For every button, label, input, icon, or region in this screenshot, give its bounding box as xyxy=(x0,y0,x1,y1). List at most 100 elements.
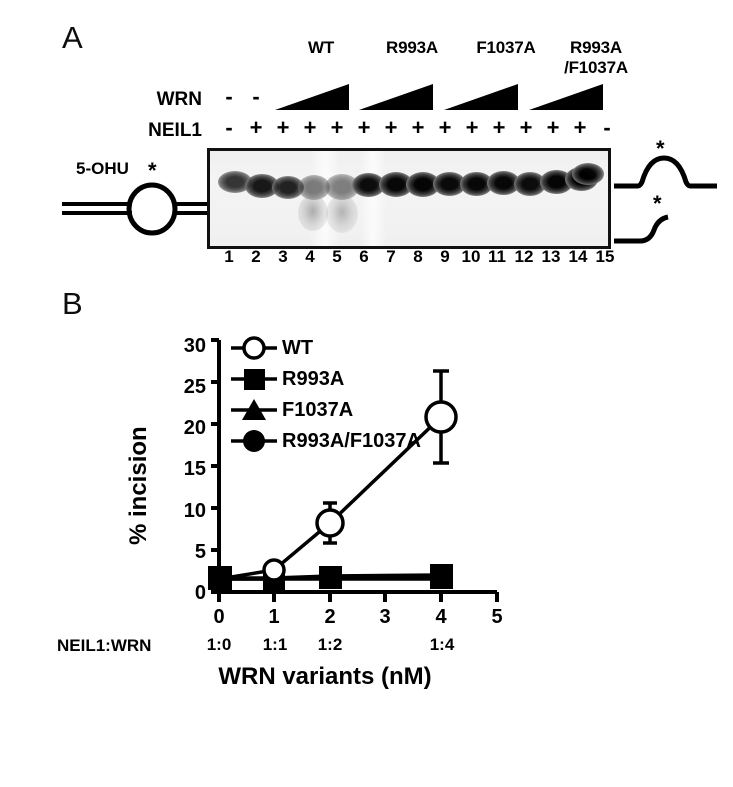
product-uncut-star-icon: * xyxy=(656,136,665,161)
lane-number: 1 xyxy=(224,247,234,266)
gel-lane-numbers: 1 2 3 4 5 6 7 8 9 10 11 12 13 14 15 xyxy=(213,247,614,269)
ratio-tick-label: 1:1 xyxy=(262,635,288,654)
chart-plot-area xyxy=(208,336,499,602)
wrn-symbol-lane-1: - xyxy=(225,84,233,109)
neil1-symbol-lane-13: + xyxy=(546,115,560,140)
gel-band xyxy=(572,163,604,185)
chart-x-tick-labels: 0 1 2 3 4 5 xyxy=(205,606,535,632)
ratio-axis-title: NEIL1:WRN xyxy=(57,636,152,655)
lane-number: 13 xyxy=(541,247,561,266)
product-incised-star-icon: * xyxy=(653,191,662,216)
lane-number: 15 xyxy=(595,247,615,266)
substrate-star-icon: * xyxy=(148,158,157,183)
neil1-symbol-lane-6: + xyxy=(357,115,371,140)
lane-number: 12 xyxy=(514,247,534,266)
neil1-symbol-lane-7: + xyxy=(384,115,398,140)
chart-y-tick-labels: 30 25 20 15 10 5 0 xyxy=(148,330,210,610)
x-tick-label: 4 xyxy=(435,606,447,628)
neil1-symbol-row: - + + + + + + + + + + + + + - xyxy=(213,115,613,143)
lane-number: 11 xyxy=(488,247,506,266)
variant-header-double-line1: R993A xyxy=(570,38,622,57)
chart-x-axis-label: WRN variants (nM) xyxy=(218,663,432,690)
gel-band-smear xyxy=(326,195,358,233)
neil1-symbol-lane-14: + xyxy=(573,115,587,140)
wrn-gradient-triangle-double xyxy=(529,84,603,110)
y-tick-label: 5 xyxy=(194,541,206,563)
gel-band-smear xyxy=(298,195,328,231)
row-label-wrn: WRN xyxy=(156,89,202,110)
ratio-tick-label: 1:2 xyxy=(317,635,343,654)
product-schematic-incised: * xyxy=(612,191,727,248)
substrate-label: 5-OHU xyxy=(76,159,129,178)
gel-band xyxy=(298,175,330,200)
neil1-symbol-lane-2: + xyxy=(249,115,263,140)
neil1-symbol-lane-11: + xyxy=(492,115,506,140)
lane-number: 2 xyxy=(251,247,261,266)
variant-header-double-line2: /F1037A xyxy=(564,58,628,77)
neil1-symbol-lane-3: + xyxy=(276,115,290,140)
lane-number: 3 xyxy=(278,247,288,266)
variant-header-wt: WT xyxy=(276,38,366,58)
y-tick-label: 10 xyxy=(183,500,206,522)
x-tick-label: 1 xyxy=(268,606,280,628)
variant-header-f1037a-label: F1037A xyxy=(476,38,536,57)
neil1-symbol-lane-10: + xyxy=(465,115,479,140)
lane-number: 8 xyxy=(413,247,423,266)
neil1-symbol-lane-8: + xyxy=(411,115,425,140)
panel-a-letter: A xyxy=(62,20,83,55)
y-tick-label: 0 xyxy=(194,582,206,604)
ratio-tick-label: 1:4 xyxy=(429,635,455,654)
y-tick-label: 20 xyxy=(183,417,206,439)
legend-item-r993a[interactable]: R993A xyxy=(282,368,345,390)
gel-band xyxy=(272,176,304,199)
x-tick-label: 0 xyxy=(213,606,225,628)
neil1-symbol-lane-15: - xyxy=(603,115,611,140)
variant-header-group: WT R993A F1037A R993A /F1037A xyxy=(210,38,630,80)
lane-number: 5 xyxy=(332,247,342,266)
variant-header-wt-label: WT xyxy=(307,38,335,57)
substrate-bubble-icon xyxy=(62,182,207,236)
wrn-symbol-lane-2: - xyxy=(252,84,260,109)
wrn-gradient-triangles xyxy=(213,84,613,114)
panel-b-letter: B xyxy=(62,286,83,321)
wrn-gradient-triangle-r993a xyxy=(359,84,433,110)
y-tick-label: 15 xyxy=(183,458,206,480)
x-tick-label: 2 xyxy=(324,606,336,628)
lane-number: 14 xyxy=(568,247,588,266)
row-label-neil1: NEIL1 xyxy=(148,120,202,141)
y-tick-label: 30 xyxy=(183,335,206,357)
gel-background xyxy=(210,151,608,246)
neil1-symbol-lane-5: + xyxy=(330,115,344,140)
ratio-tick-label: 1:0 xyxy=(206,635,232,654)
legend-item-r993a-f1037a[interactable]: R993A/F1037A xyxy=(282,430,421,452)
gel-image xyxy=(207,148,611,249)
chart-legend: WT R993A F1037A R993A/F1037A xyxy=(282,330,622,460)
x-tick-label: 5 xyxy=(491,606,503,628)
lane-number: 4 xyxy=(305,247,315,266)
lane-number: 6 xyxy=(359,247,369,266)
product-incised-nick-icon xyxy=(614,214,669,244)
gel-band xyxy=(218,171,252,193)
wrn-gradient-triangle-wt xyxy=(275,84,349,110)
y-tick-label: 25 xyxy=(183,376,206,398)
neil1-symbol-lane-1: - xyxy=(225,115,233,140)
wrn-gradient-triangle-f1037a xyxy=(444,84,518,110)
product-uncut-bubble-icon xyxy=(614,155,717,189)
variant-header-r993a-label: R993A xyxy=(386,38,438,57)
substrate-schematic: 5-OHU * xyxy=(62,150,207,245)
lane-number: 7 xyxy=(386,247,396,266)
legend-item-f1037a[interactable]: F1037A xyxy=(282,399,354,421)
ratio-tick-labels: 1:0 1:1 1:2 1:4 xyxy=(196,635,536,659)
neil1-symbol-lane-12: + xyxy=(519,115,533,140)
neil1-symbol-lane-9: + xyxy=(438,115,452,140)
legend-item-wt[interactable]: WT xyxy=(282,337,314,359)
variant-header-double: R993A /F1037A xyxy=(544,38,648,78)
variant-header-r993a: R993A xyxy=(362,38,462,58)
product-schematic-uncut: * xyxy=(612,136,727,195)
gel-lane-streak xyxy=(360,151,386,246)
variant-header-f1037a: F1037A xyxy=(454,38,558,58)
lane-number: 10 xyxy=(461,247,481,266)
lane-number: 9 xyxy=(440,247,450,266)
neil1-symbol-lane-4: + xyxy=(303,115,317,140)
x-tick-label: 3 xyxy=(379,606,391,628)
